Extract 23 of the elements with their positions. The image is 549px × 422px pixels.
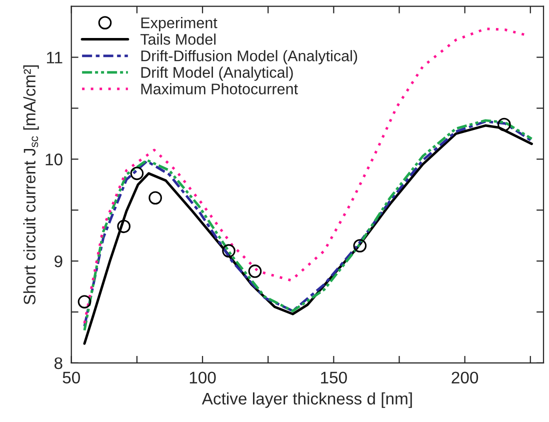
y-tick-label: 10 [46,154,62,166]
y-tick-label: 11 [47,52,62,64]
y-tick-label: 8 [54,357,62,370]
legend-label: Drift-Diffusion Model (Analytical) [141,50,358,64]
x-axis-title: Active layer thickness d [nm] [202,392,412,408]
point [497,118,511,132]
x-tick-label: 50 [62,372,80,384]
legend-label: Experiment [141,17,218,32]
y-axis-title: Short circuit current J$_{sc}$ [mA/cm²] [23,65,39,304]
point [148,191,162,205]
point [117,220,130,234]
point [353,239,367,252]
point [248,264,262,278]
legend-label: Tails Model [140,34,216,45]
point [130,166,144,180]
x-tick-label: 200 [452,372,478,384]
y-tick-label: 9 [54,255,62,268]
point [78,295,92,308]
x-tick-label: 100 [190,372,216,384]
point [222,244,236,258]
legend-label: Maximum Photocurrent [141,83,298,94]
legend-label: Drift Model (Analytical) [141,66,293,81]
x-tick-label: 150 [321,372,347,384]
